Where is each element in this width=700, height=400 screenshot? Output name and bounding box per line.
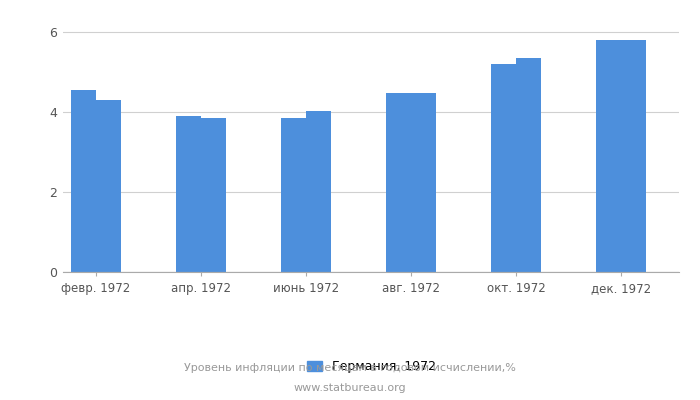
Text: Уровень инфляции по месяцам в годовом исчислении,%: Уровень инфляции по месяцам в годовом ис…	[184, 363, 516, 373]
Bar	[306, 111, 331, 272]
Bar	[71, 90, 96, 272]
Bar	[176, 116, 201, 272]
Bar	[516, 58, 541, 272]
Bar	[96, 100, 120, 272]
Bar	[201, 118, 226, 272]
Legend: Германия, 1972: Германия, 1972	[307, 360, 435, 373]
Bar	[281, 118, 306, 272]
Bar	[596, 40, 622, 272]
Bar	[411, 93, 436, 272]
Bar	[622, 40, 646, 272]
Text: www.statbureau.org: www.statbureau.org	[294, 383, 406, 393]
Bar	[491, 64, 516, 272]
Bar	[386, 93, 411, 272]
